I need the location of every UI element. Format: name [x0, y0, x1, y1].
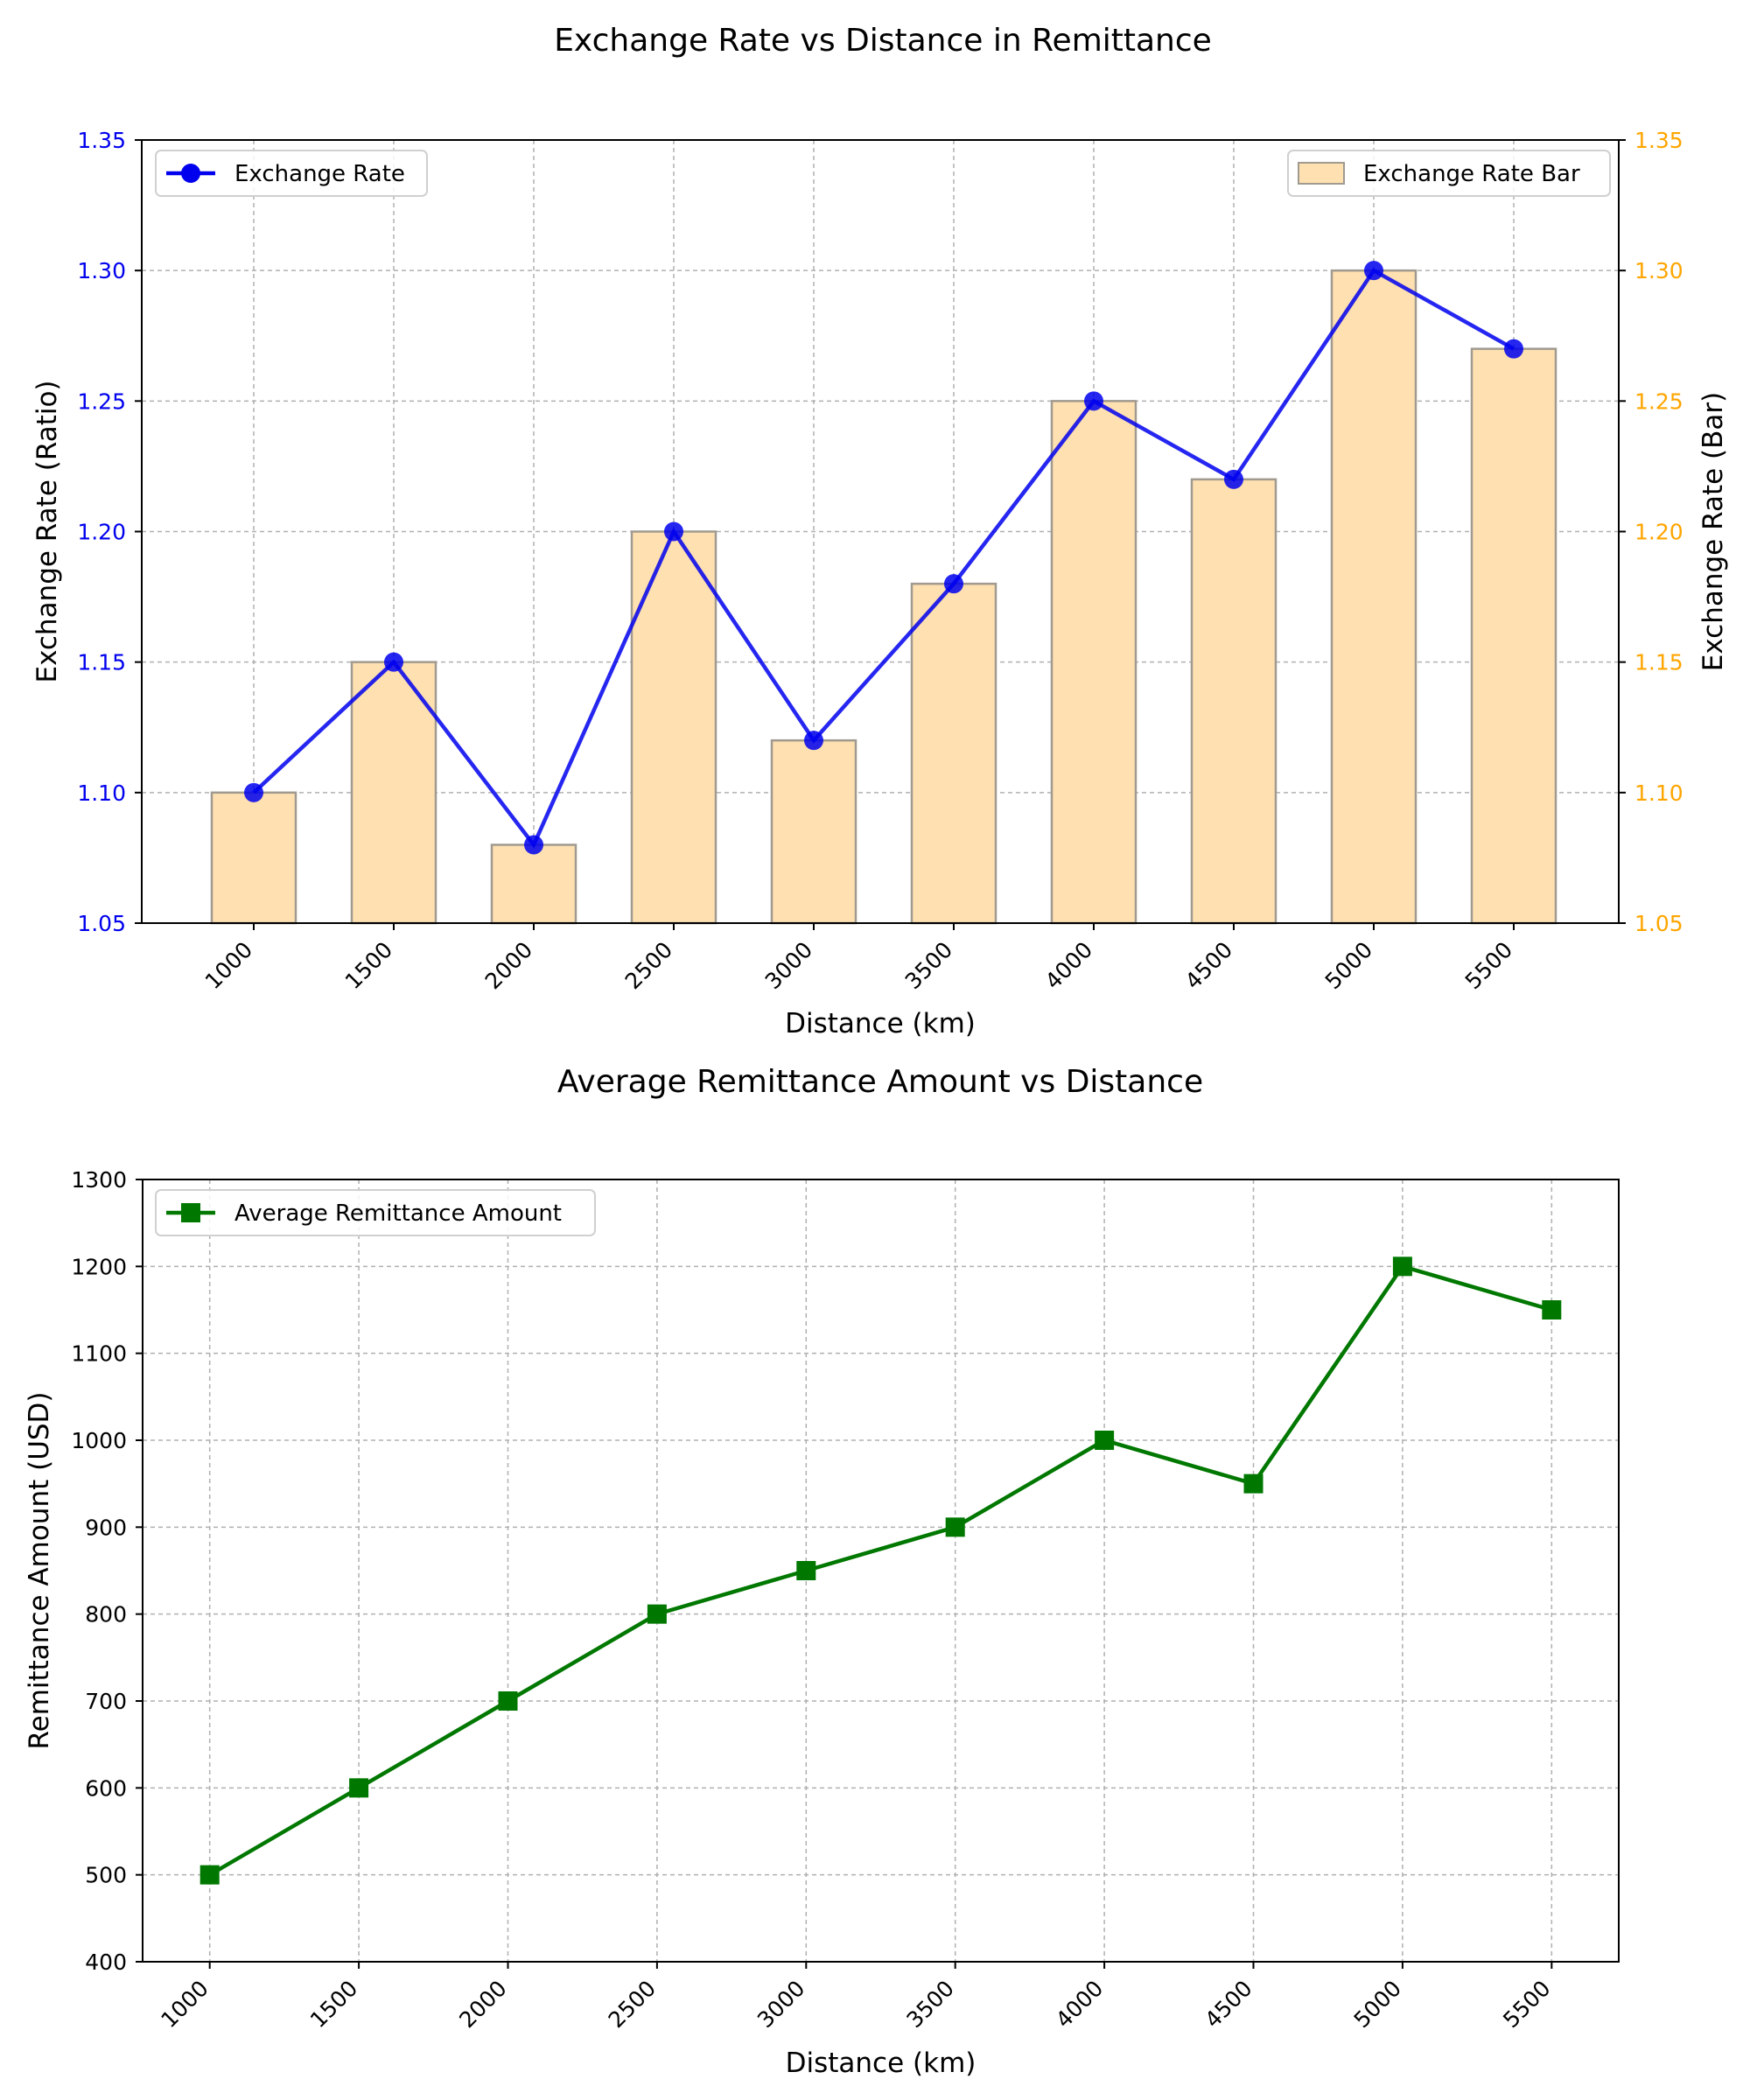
data-point	[349, 1778, 369, 1798]
x-tick-label: 4000	[1051, 1976, 1108, 2033]
data-point	[664, 522, 683, 542]
y-tick-label: 1300	[71, 1167, 127, 1193]
x-tick-label: 5000	[1320, 937, 1377, 994]
x-tick-label: 5500	[1460, 937, 1517, 994]
data-point	[498, 1691, 518, 1711]
y2-tick-label: 1.30	[1634, 258, 1684, 284]
chart-title: Average Remittance Amount vs Distance	[557, 1064, 1203, 1100]
y2-axis-label: Exchange Rate (Bar)	[1698, 392, 1729, 671]
x-tick-label: 4500	[1180, 937, 1237, 994]
plot-frame	[142, 1179, 1620, 1963]
data-point	[944, 574, 963, 594]
y-tick-label: 900	[85, 1515, 127, 1540]
data-point	[244, 782, 263, 802]
legend-label: Exchange Rate Bar	[1363, 161, 1580, 187]
x-tick-label: 3000	[752, 1976, 809, 2033]
y-tick-label: 1000	[71, 1428, 127, 1453]
y-tick-label: 400	[85, 1950, 127, 1975]
data-point	[1364, 261, 1383, 281]
x-tick-label: 1000	[200, 937, 257, 994]
bar	[630, 530, 718, 925]
remittance-amount-chart: Average Remittance Amount vs Distance 400…	[24, 1064, 1620, 2079]
x-tick-label: 3000	[760, 937, 817, 994]
legend-bar-swatch	[1298, 162, 1345, 185]
x-tick-label: 2500	[604, 1976, 661, 2033]
x-tick-label: 1500	[305, 1976, 362, 2033]
y-tick-label: 1.25	[77, 388, 126, 414]
y-tick-label: 600	[85, 1775, 127, 1801]
x-tick-label: 5500	[1498, 1976, 1555, 2033]
legend-box	[155, 1189, 596, 1236]
data-point	[1542, 1300, 1562, 1320]
bar	[770, 738, 858, 925]
figure-title: Exchange Rate vs Distance in Remittance	[554, 23, 1212, 59]
data-point	[796, 1561, 816, 1580]
data-point	[524, 835, 543, 855]
y-tick-label: 500	[85, 1863, 127, 1888]
y-tick-label: 1200	[71, 1254, 127, 1279]
y-axis-label: Exchange Rate (Ratio)	[32, 380, 63, 682]
legend-box	[1287, 150, 1611, 197]
data-point	[1392, 1256, 1412, 1277]
bar	[350, 661, 438, 925]
data-point	[200, 1865, 220, 1885]
y-tick-label: 1.35	[77, 128, 126, 153]
remittance-line	[208, 1264, 1552, 1877]
bar	[1330, 269, 1418, 925]
y-tick-label: 1.10	[77, 780, 126, 806]
data-point	[647, 1604, 667, 1624]
bar	[210, 791, 298, 925]
data-point	[945, 1517, 965, 1537]
legend-label: Exchange Rate	[234, 161, 405, 187]
data-point	[1224, 469, 1243, 489]
y-tick-label: 1.15	[77, 650, 126, 676]
y2-tick-label: 1.15	[1634, 650, 1684, 676]
bar	[910, 582, 998, 925]
data-point	[1084, 391, 1103, 411]
x-axis-label: Distance (km)	[786, 2048, 976, 2079]
x-tick-label: 3500	[900, 937, 957, 994]
y2-tick-label: 1.35	[1634, 128, 1684, 153]
y2-tick-label: 1.20	[1634, 520, 1684, 545]
data-point	[1504, 339, 1523, 359]
legend-label: Average Remittance Amount	[234, 1200, 562, 1227]
x-tick-label: 5000	[1349, 1976, 1406, 2033]
legend-box	[155, 150, 428, 197]
y-tick-label: 1100	[71, 1341, 127, 1367]
x-tick-label: 1500	[340, 937, 397, 994]
x-tick-label: 2000	[480, 937, 537, 994]
x-axis-label: Distance (km)	[785, 1008, 976, 1040]
x-tick-label: 2000	[454, 1976, 511, 2033]
y2-tick-label: 1.05	[1634, 911, 1684, 936]
data-point	[384, 652, 403, 672]
data-point	[1243, 1474, 1264, 1494]
x-tick-label: 1000	[156, 1976, 213, 2033]
y-tick-label: 1.05	[77, 911, 126, 936]
legend-marker	[181, 1203, 200, 1222]
x-tick-label: 4500	[1200, 1976, 1256, 2033]
y-tick-label: 1.20	[77, 520, 126, 545]
exchange-rate-line	[252, 268, 1516, 849]
x-tick-label: 4000	[1040, 937, 1097, 994]
y2-tick-label: 1.25	[1634, 388, 1684, 414]
x-tick-label: 3500	[901, 1976, 958, 2033]
x-tick-label: 2500	[620, 937, 677, 994]
y-tick-label: 800	[85, 1602, 127, 1628]
data-point	[804, 731, 823, 751]
bar	[490, 844, 578, 925]
y2-tick-label: 1.10	[1634, 780, 1684, 806]
y-tick-label: 700	[85, 1689, 127, 1714]
bar	[1470, 347, 1558, 925]
bar	[1050, 400, 1138, 925]
bar	[1190, 478, 1278, 925]
exchange-rate-chart: 1.05 1.10 1.15 1.20 1.25 1.30 1.35 1.05 1.10 1.15…	[32, 128, 1729, 1040]
data-point	[1095, 1431, 1115, 1450]
y-axis-label: Remittance Amount (USD)	[24, 1391, 55, 1749]
legend-marker	[181, 164, 200, 183]
y-tick-label: 1.30	[77, 258, 126, 284]
